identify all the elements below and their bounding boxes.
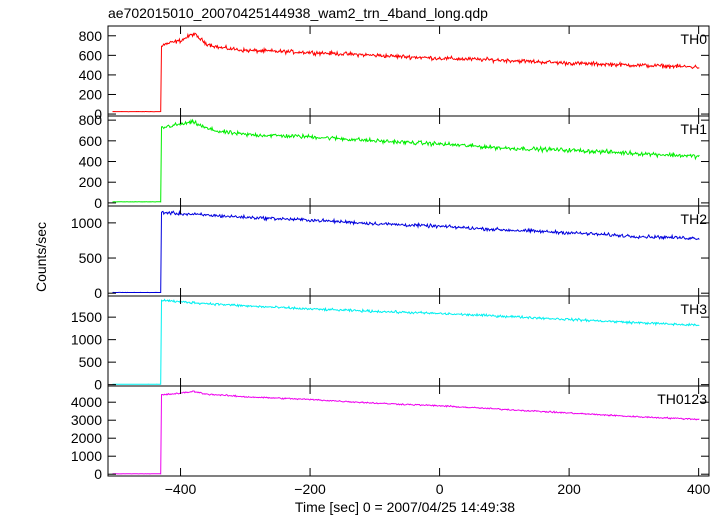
y-tick-label: 1000 (71, 448, 102, 464)
y-tick-label: 1000 (71, 332, 102, 348)
y-tick-label: 200 (79, 174, 103, 190)
series-line-th0123 (112, 390, 700, 475)
panels: 0 200 400 600 800 TH0 0 200 400 600 800 TH1 0 500 1000… (71, 25, 711, 497)
y-tick-label: 0 (94, 195, 102, 211)
panel-frame-th2 (107, 205, 710, 297)
x-axis-label: Time [sec] 0 = 2007/04/25 14:49:38 (295, 499, 515, 515)
panel-frame-th3 (107, 295, 710, 387)
series-line-th0 (112, 32, 700, 113)
panel-label-th0: TH0 (681, 31, 708, 47)
series-line-th3 (112, 298, 700, 385)
y-tick-label: 4000 (71, 394, 102, 410)
x-tick-label: −400 (165, 481, 197, 497)
y-tick-label: 800 (79, 28, 103, 44)
panel-frame-th1 (107, 115, 710, 207)
series-line-th1 (112, 118, 700, 203)
series-line-th2 (112, 209, 700, 294)
y-tick-label: 500 (79, 354, 103, 370)
panel-frame-th0123 (107, 385, 710, 477)
x-tick-label: 0 (436, 481, 444, 497)
y-tick-label: 0 (94, 466, 102, 482)
x-tick-label: −200 (294, 481, 326, 497)
y-tick-label: 3000 (71, 412, 102, 428)
y-tick-label: 1500 (71, 309, 102, 325)
y-tick-label: 0 (94, 285, 102, 301)
y-tick-label: 500 (79, 250, 103, 266)
y-tick-label: 0 (94, 106, 102, 122)
x-tick-label: 200 (557, 481, 581, 497)
y-tick-label: 600 (79, 47, 103, 63)
y-tick-label: 400 (79, 154, 103, 170)
y-tick-label: 800 (79, 112, 103, 128)
panel-frame-th0 (107, 25, 710, 117)
panel-label-th1: TH1 (681, 121, 708, 137)
y-axis-label: Counts/sec (33, 222, 49, 292)
y-tick-label: 1000 (71, 215, 102, 231)
chart-title: ae702015010_20070425144938_wam2_trn_4ban… (108, 5, 488, 21)
y-tick-label: 600 (79, 133, 103, 149)
panel-label-th3: TH3 (681, 301, 708, 317)
x-tick-label: 400 (687, 481, 711, 497)
y-tick-label: 400 (79, 67, 103, 83)
y-tick-label: 0 (94, 377, 102, 393)
panel-label-th0123: TH0123 (657, 391, 707, 407)
y-tick-label: 200 (79, 86, 103, 102)
panel-label-th2: TH2 (681, 211, 708, 227)
y-tick-label: 2000 (71, 430, 102, 446)
